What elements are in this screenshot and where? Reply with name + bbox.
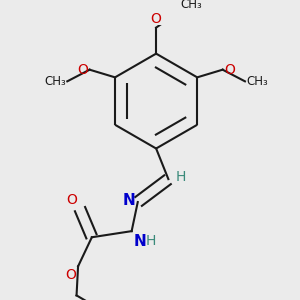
Text: CH₃: CH₃ xyxy=(181,0,202,11)
Text: H: H xyxy=(146,234,156,248)
Text: O: O xyxy=(151,12,162,26)
Text: O: O xyxy=(66,193,77,207)
Text: N: N xyxy=(133,234,146,249)
Text: CH₃: CH₃ xyxy=(44,75,66,88)
Text: O: O xyxy=(224,63,235,77)
Text: O: O xyxy=(77,63,88,77)
Text: O: O xyxy=(66,268,76,282)
Text: CH₃: CH₃ xyxy=(247,75,268,88)
Text: H: H xyxy=(176,170,186,184)
Text: N: N xyxy=(123,193,135,208)
